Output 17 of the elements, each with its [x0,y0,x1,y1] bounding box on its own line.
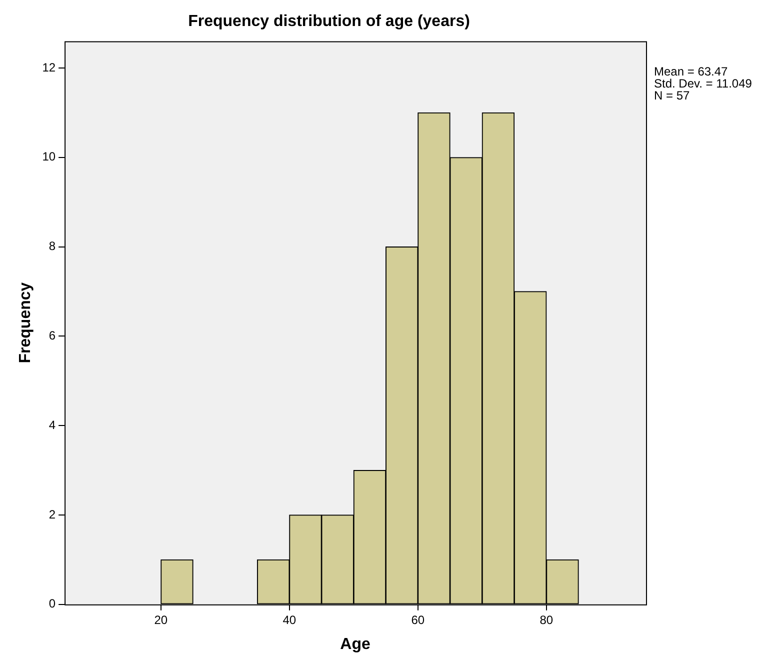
x-tick-label: 80 [540,612,554,627]
y-tick-label: 0 [48,596,56,611]
chart-title: Frequency distribution of age (years) [188,13,470,30]
x-axis-title: Age [340,636,370,653]
x-tick-label: 40 [282,612,296,627]
y-tick-label: 4 [48,418,56,432]
y-tick-label: 6 [48,328,56,343]
text: N = 57 [654,88,690,103]
y-tick-label: 12 [42,60,56,74]
x-tick-label: 20 [154,612,168,627]
text: Std. Dev. = 11.049 [654,76,752,91]
y-axis-title: Frequency [17,282,34,364]
y-tick-label: 10 [42,150,56,164]
y-tick-label: 2 [48,507,56,522]
text: Mean = 63.47 [654,64,728,79]
y-tick-label: 8 [48,239,56,254]
x-tick-label: 60 [411,612,425,627]
